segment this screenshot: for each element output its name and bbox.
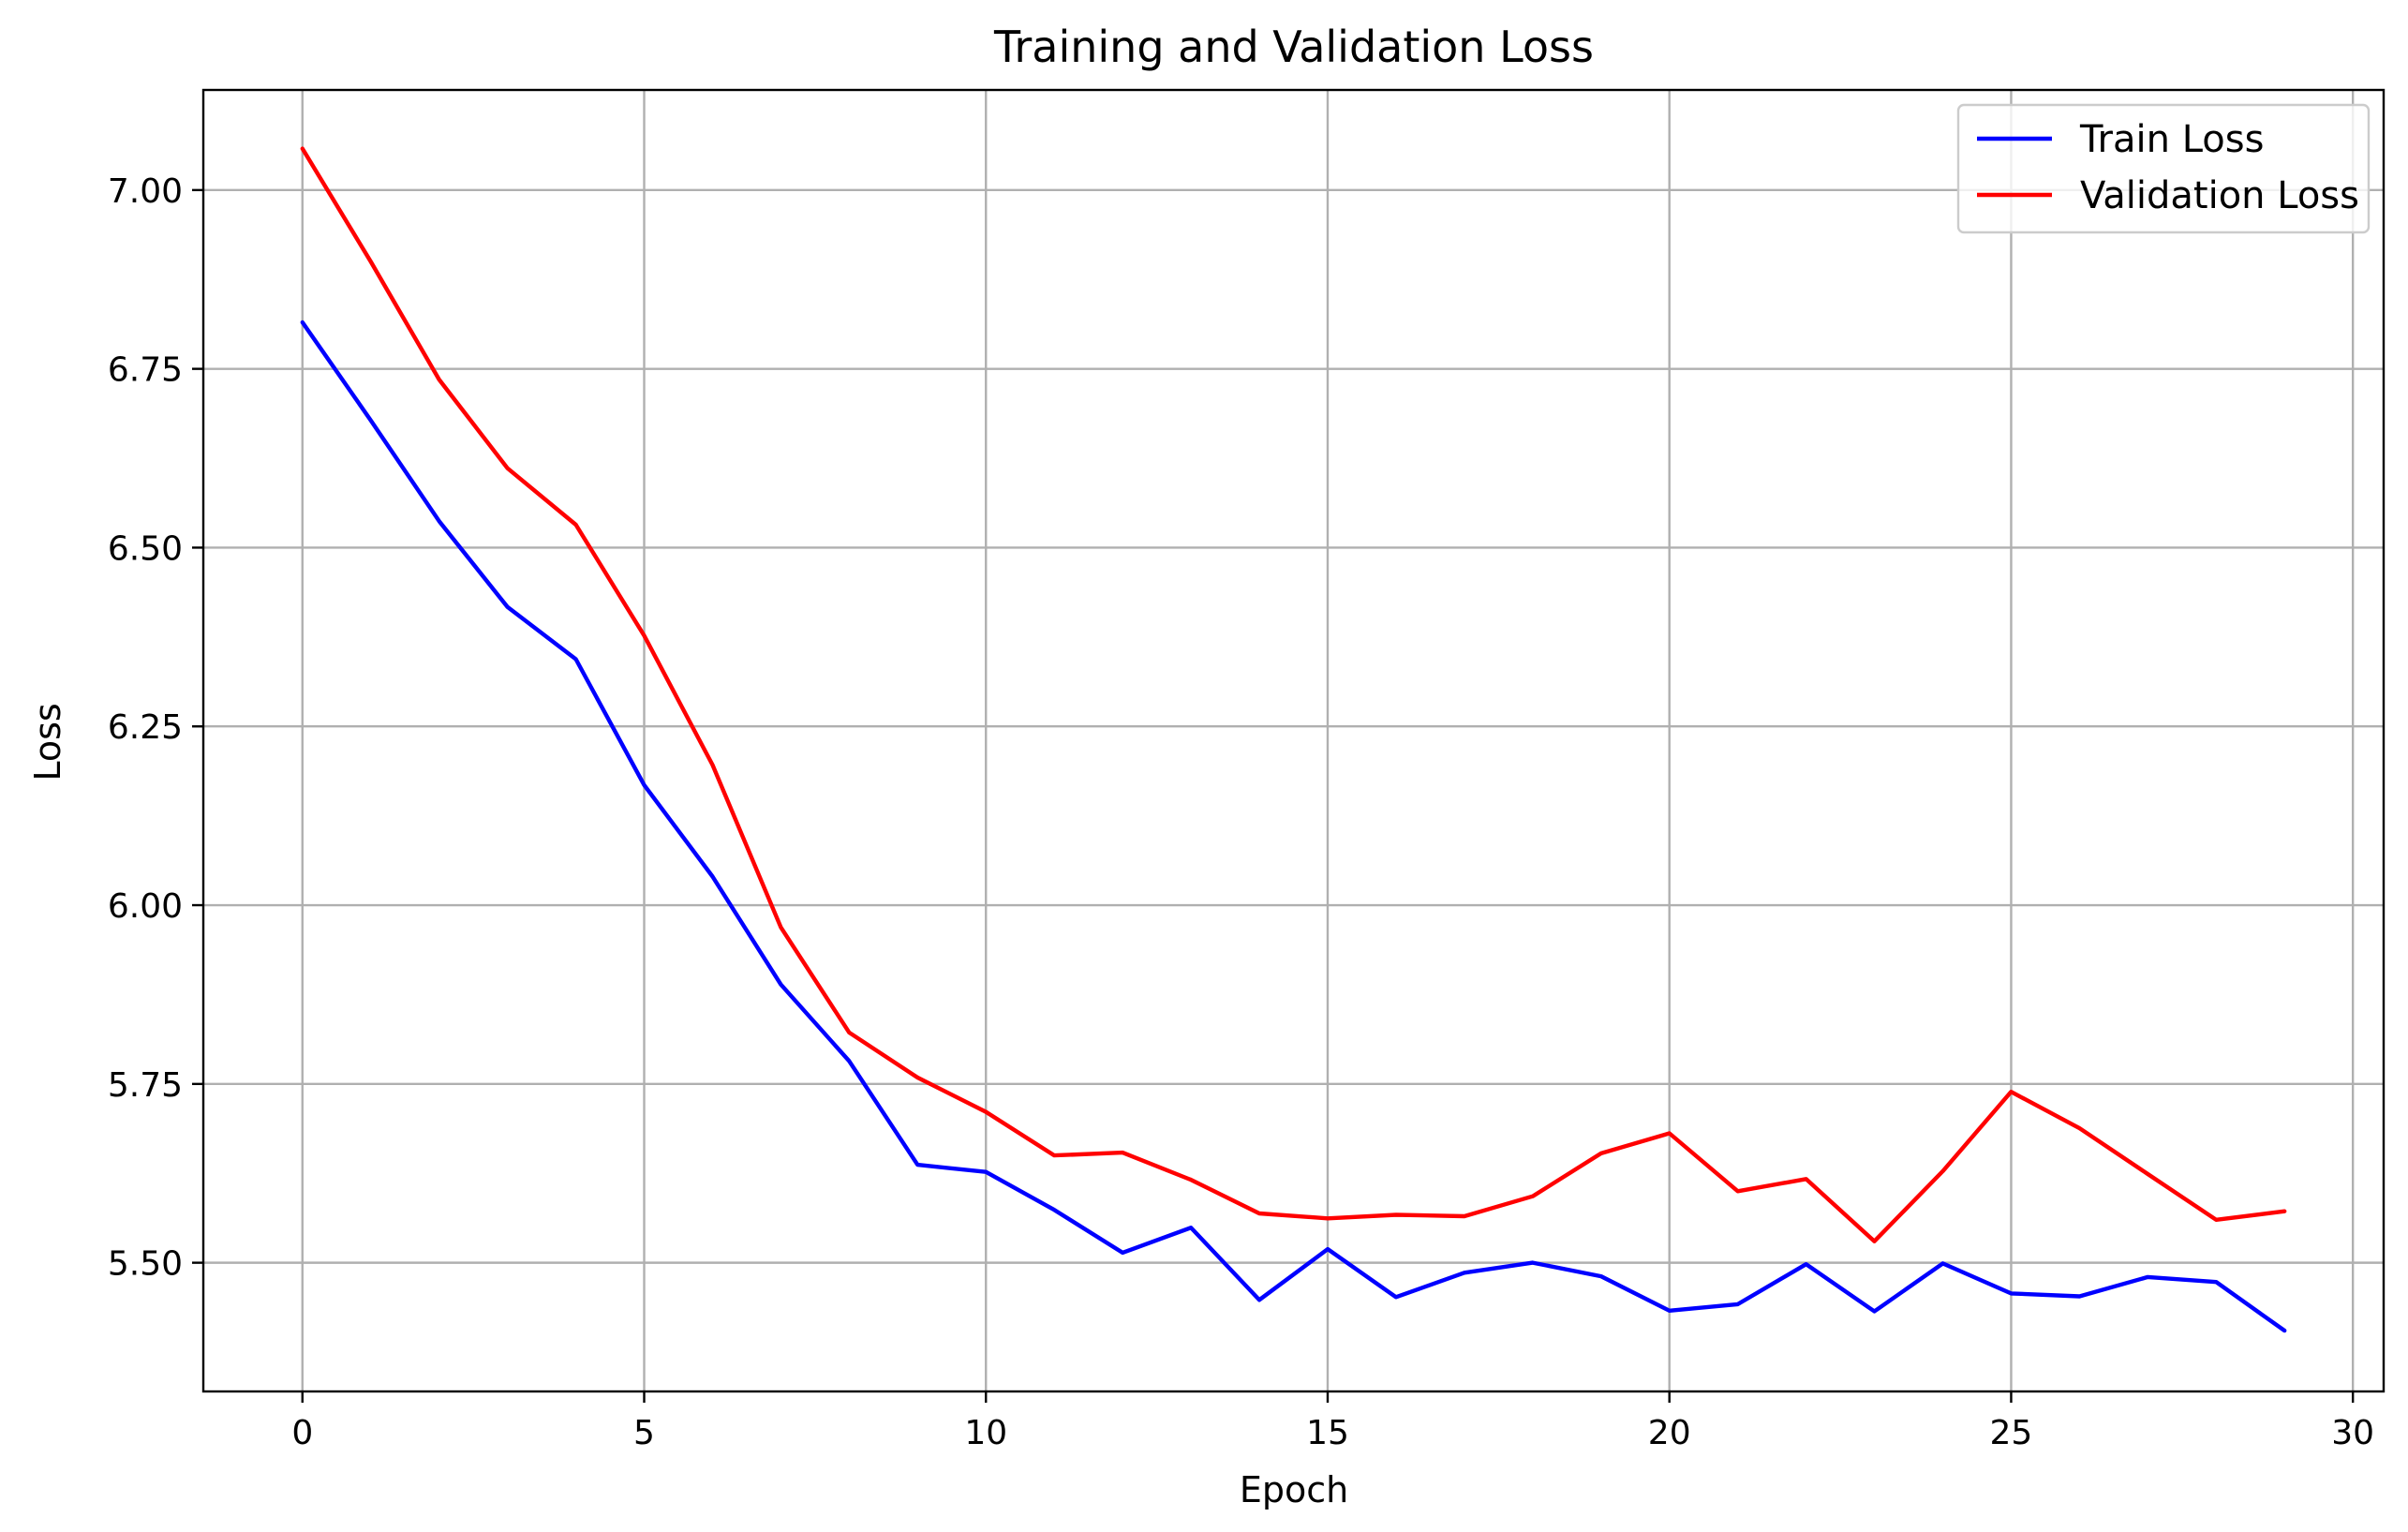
y-tick-label: 6.50 bbox=[108, 529, 183, 568]
y-tick-label: 6.00 bbox=[108, 887, 183, 926]
plot-frame bbox=[201, 88, 2386, 1393]
x-tick-label: 15 bbox=[1306, 1414, 1349, 1452]
grid bbox=[203, 90, 2384, 1391]
series-line-0 bbox=[300, 320, 2287, 1333]
x-tick-label: 5 bbox=[633, 1414, 655, 1452]
y-tick-label: 6.25 bbox=[108, 708, 183, 747]
legend-label-0: Train Loss bbox=[2079, 118, 2264, 161]
x-tick-label: 30 bbox=[2331, 1414, 2374, 1452]
x-axis-label: Epoch bbox=[1240, 1469, 1348, 1510]
legend: Train Loss Validation Loss bbox=[1956, 103, 2371, 234]
chart-title: Training and Validation Loss bbox=[993, 22, 1594, 72]
y-tick-label: 6.75 bbox=[108, 351, 183, 390]
x-tick-label: 25 bbox=[1990, 1414, 2033, 1452]
y-tick-label: 5.75 bbox=[108, 1066, 183, 1105]
y-tick-label: 5.50 bbox=[108, 1245, 183, 1284]
series-line-1 bbox=[300, 146, 2287, 1243]
legend-box bbox=[1956, 103, 2371, 234]
axis-ticks: 0 5 10 15 20 25 30 5.50 5.75 6.00 6.25 6.50 6.75 7.00 bbox=[108, 172, 2374, 1452]
series-lines bbox=[300, 146, 2287, 1333]
x-tick-label: 10 bbox=[964, 1414, 1007, 1452]
y-tick-label: 7.00 bbox=[108, 172, 183, 211]
legend-label-1: Validation Loss bbox=[2080, 174, 2359, 217]
x-tick-label: 0 bbox=[291, 1414, 313, 1452]
x-tick-label: 20 bbox=[1648, 1414, 1691, 1452]
y-axis-label: Loss bbox=[27, 703, 68, 781]
